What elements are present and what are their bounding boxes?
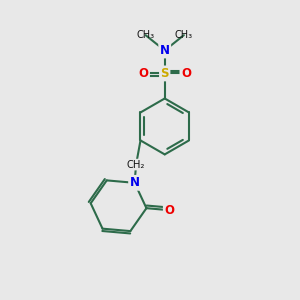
Text: CH₃: CH₃ xyxy=(136,30,154,40)
Text: S: S xyxy=(160,67,169,80)
Text: N: N xyxy=(160,44,170,57)
Text: CH₃: CH₃ xyxy=(175,30,193,40)
Text: O: O xyxy=(139,67,148,80)
Text: CH₂: CH₂ xyxy=(127,160,145,170)
Text: O: O xyxy=(181,67,191,80)
Text: O: O xyxy=(164,204,174,217)
Text: N: N xyxy=(130,176,140,189)
